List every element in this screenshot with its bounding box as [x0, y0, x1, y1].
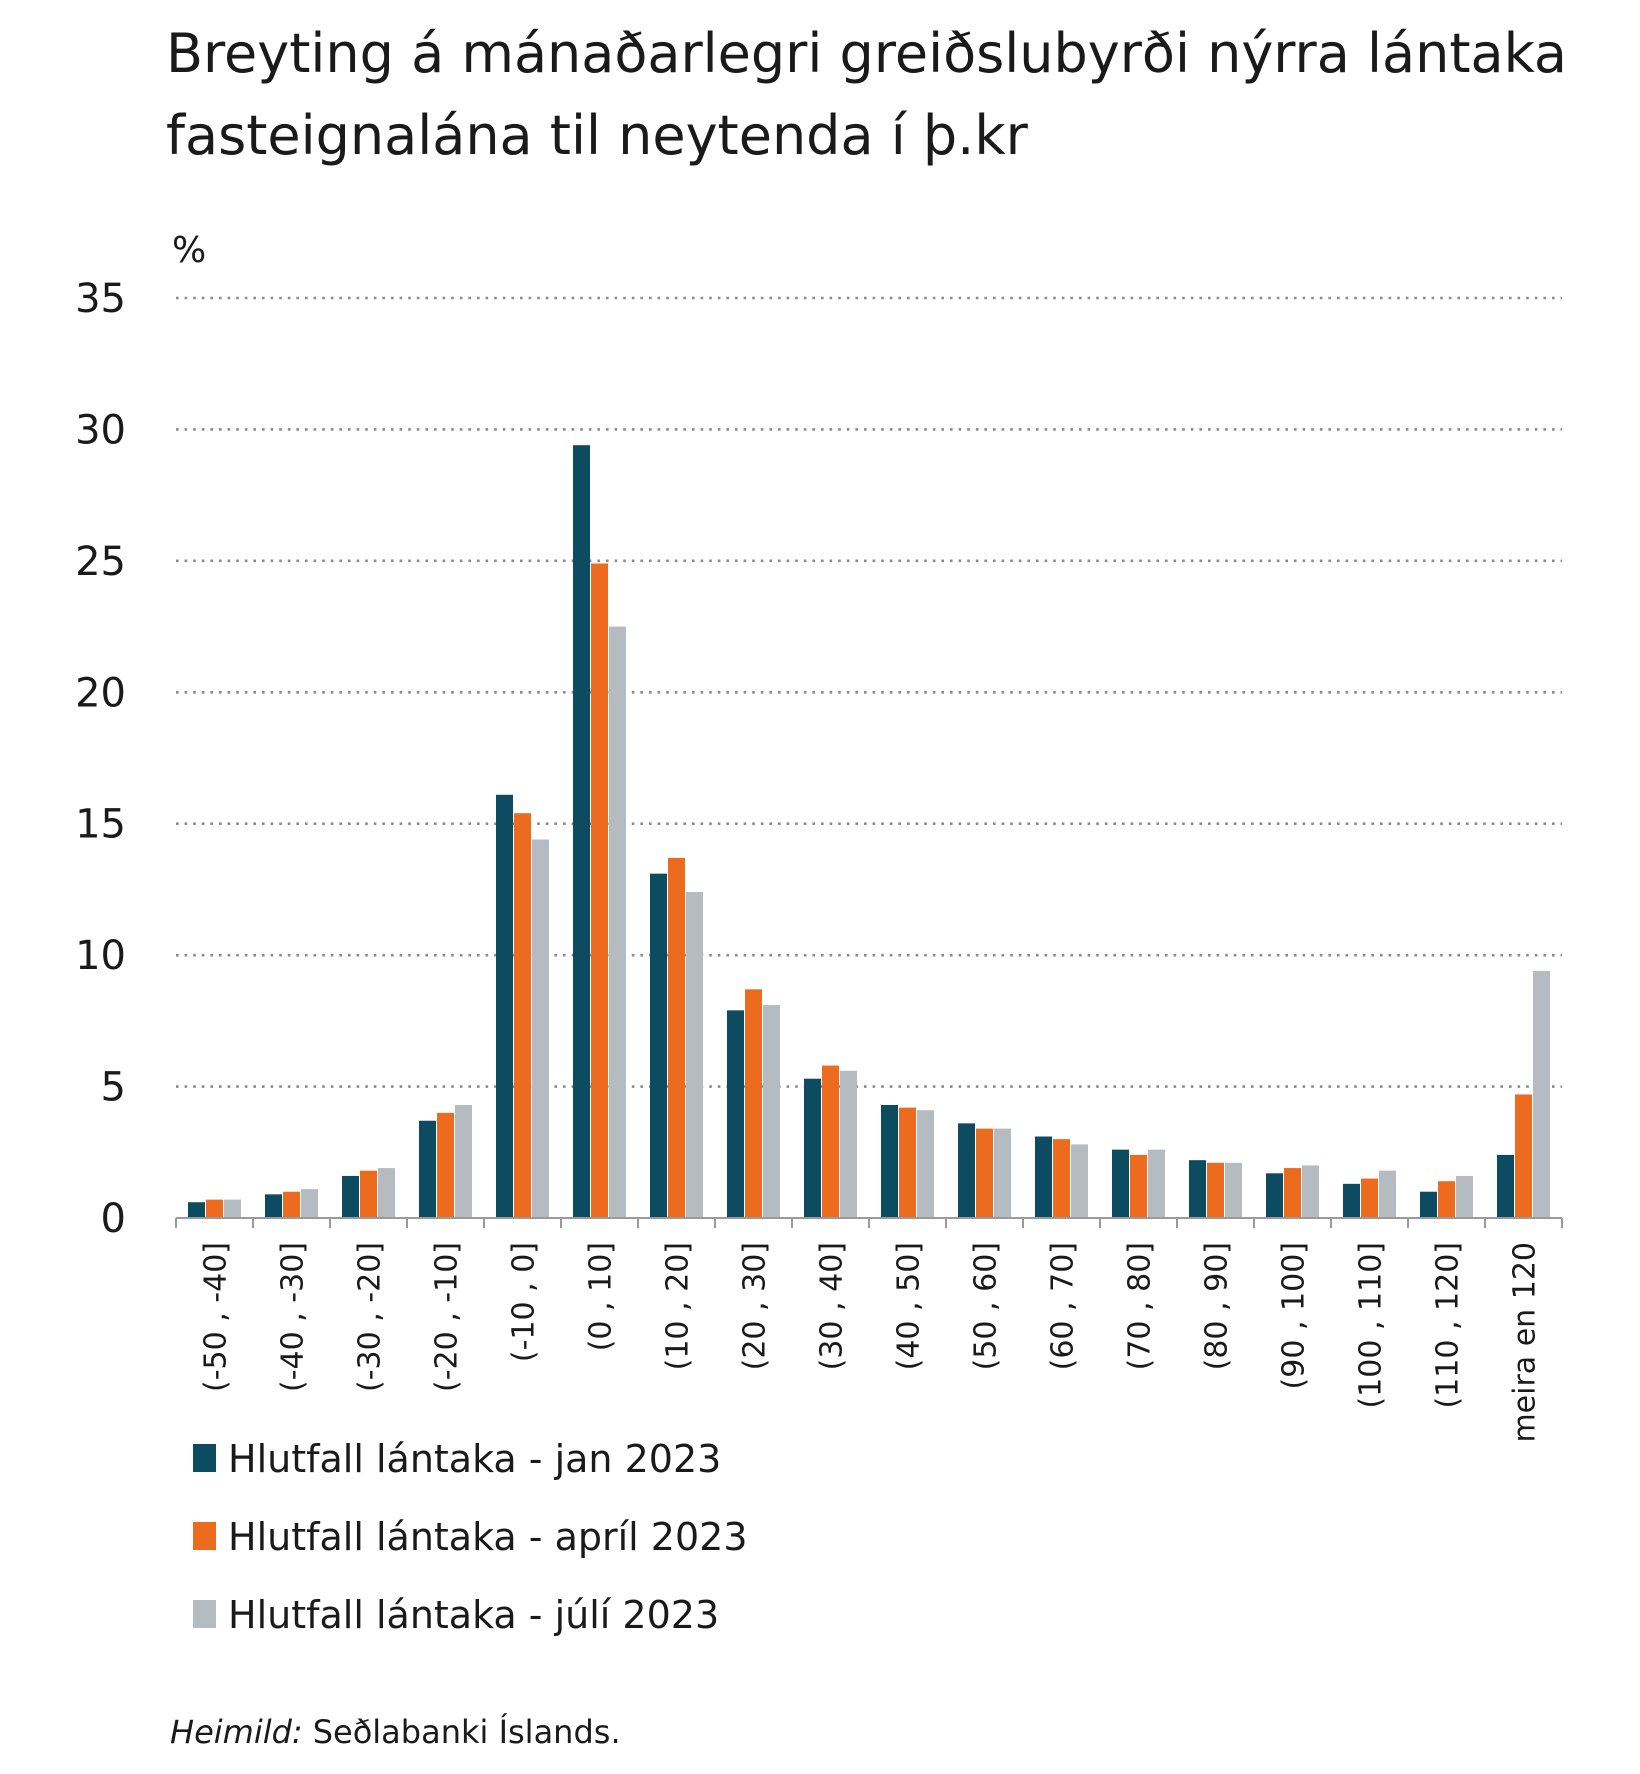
bar	[1189, 1160, 1206, 1218]
bar	[1361, 1178, 1378, 1218]
y-tick-label: 30	[75, 407, 126, 453]
bar	[881, 1104, 898, 1218]
bar	[609, 626, 626, 1218]
bar	[899, 1107, 916, 1218]
bar	[650, 873, 667, 1218]
bar	[360, 1170, 377, 1218]
bar	[1343, 1183, 1360, 1218]
y-tick-label: 0	[101, 1196, 126, 1242]
bar	[727, 1010, 744, 1218]
legend-swatch	[193, 1444, 216, 1472]
y-tick-label: 5	[101, 1065, 126, 1111]
y-tick-label: 20	[75, 670, 126, 716]
bar	[283, 1191, 300, 1218]
source-label: Heimild:	[170, 1713, 303, 1751]
bar	[745, 989, 762, 1218]
bar	[1438, 1181, 1455, 1218]
bar	[1420, 1191, 1437, 1218]
bar	[1130, 1154, 1147, 1218]
bar	[378, 1168, 395, 1218]
x-tick-label: (80 , 90]	[1200, 1242, 1235, 1370]
legend-label: Hlutfall lántaka - apríl 2023	[228, 1515, 748, 1559]
x-tick-label: (20 , 30]	[738, 1242, 773, 1370]
legend: Hlutfall lántaka - jan 2023 Hlutfall lánt…	[193, 1437, 748, 1637]
y-tick-label: 15	[75, 802, 126, 848]
legend-label: Hlutfall lántaka - jan 2023	[228, 1437, 721, 1481]
bar	[1207, 1162, 1224, 1218]
x-tick-label: (40 , 50]	[892, 1242, 927, 1370]
bar	[532, 839, 549, 1218]
x-tick-label: (-20 , -10]	[430, 1242, 465, 1392]
x-tick-label: (10 , 20]	[661, 1242, 696, 1370]
x-tick-label: (-50 , -40]	[199, 1242, 234, 1392]
x-tick-label: (110 , 120]	[1431, 1242, 1466, 1409]
bar	[265, 1194, 282, 1218]
y-axis-unit-label: %	[172, 230, 206, 271]
bar	[1497, 1154, 1514, 1218]
y-tick-label: 10	[75, 933, 126, 979]
bar	[840, 1070, 857, 1218]
bar	[1456, 1175, 1473, 1218]
bar	[804, 1078, 821, 1218]
bar	[1112, 1149, 1129, 1218]
bar	[1266, 1173, 1283, 1218]
bar	[573, 445, 590, 1218]
bar	[455, 1104, 472, 1218]
x-tick-label: (90 , 100]	[1277, 1242, 1312, 1389]
source-name: Seðlabanki Íslands.	[313, 1713, 621, 1751]
chart-title-line-2: fasteignalána til neytenda í þ.kr	[166, 104, 1029, 167]
bar	[1053, 1139, 1070, 1218]
bar	[994, 1128, 1011, 1218]
x-tick-label: (-40 , -30]	[276, 1242, 311, 1392]
bar	[437, 1112, 454, 1218]
bar	[1379, 1170, 1396, 1218]
x-axis-ticks: (-50 , -40] (-40 , -30] (-30 , -20] (-20 , …	[199, 1242, 1543, 1443]
y-axis-ticks: 0 5 10 15 20 25 30 35	[75, 276, 126, 1242]
bar	[1284, 1168, 1301, 1218]
chart-title-line-1: Breyting á mánaðarlegri greiðslubyrði ný…	[166, 22, 1567, 85]
bar	[419, 1120, 436, 1218]
x-tick-label: (100 , 110]	[1354, 1242, 1389, 1409]
x-tick-label: (0 , 10]	[584, 1242, 619, 1351]
bar	[1533, 970, 1550, 1218]
bar	[496, 794, 513, 1218]
bar	[976, 1128, 993, 1218]
bar	[1225, 1162, 1242, 1218]
bar	[224, 1199, 241, 1218]
y-tick-label: 35	[75, 276, 126, 322]
x-tick-label: (50 , 60]	[969, 1242, 1004, 1370]
bar	[342, 1175, 359, 1218]
bar	[763, 1005, 780, 1218]
bar	[1148, 1149, 1165, 1218]
bar	[591, 563, 608, 1218]
x-tick-label: (60 , 70]	[1046, 1242, 1081, 1370]
bars	[188, 445, 1550, 1218]
bar	[822, 1065, 839, 1218]
x-axis	[175, 1217, 1563, 1228]
bar	[188, 1202, 205, 1218]
legend-swatch	[193, 1600, 216, 1628]
source-note: Heimild: Seðlabanki Íslands.	[170, 1713, 621, 1751]
x-tick-label: (70 , 80]	[1123, 1242, 1158, 1370]
bar	[514, 813, 531, 1218]
x-tick-label: (-30 , -20]	[353, 1242, 388, 1392]
bar	[686, 892, 703, 1218]
bar	[301, 1189, 318, 1218]
gridlines	[176, 296, 1562, 1088]
bar	[1302, 1165, 1319, 1218]
bar	[917, 1110, 934, 1218]
bar	[206, 1199, 223, 1218]
bar	[1071, 1144, 1088, 1218]
bar	[668, 857, 685, 1218]
bar	[1035, 1136, 1052, 1218]
legend-swatch	[193, 1522, 216, 1550]
x-tick-label: meira en 120	[1508, 1242, 1543, 1443]
y-tick-label: 25	[75, 539, 126, 585]
legend-label: Hlutfall lántaka - júlí 2023	[228, 1593, 719, 1637]
bar	[958, 1123, 975, 1218]
x-tick-label: (-10 , 0]	[507, 1242, 542, 1362]
x-tick-label: (30 , 40]	[815, 1242, 850, 1370]
bar	[1515, 1094, 1532, 1218]
